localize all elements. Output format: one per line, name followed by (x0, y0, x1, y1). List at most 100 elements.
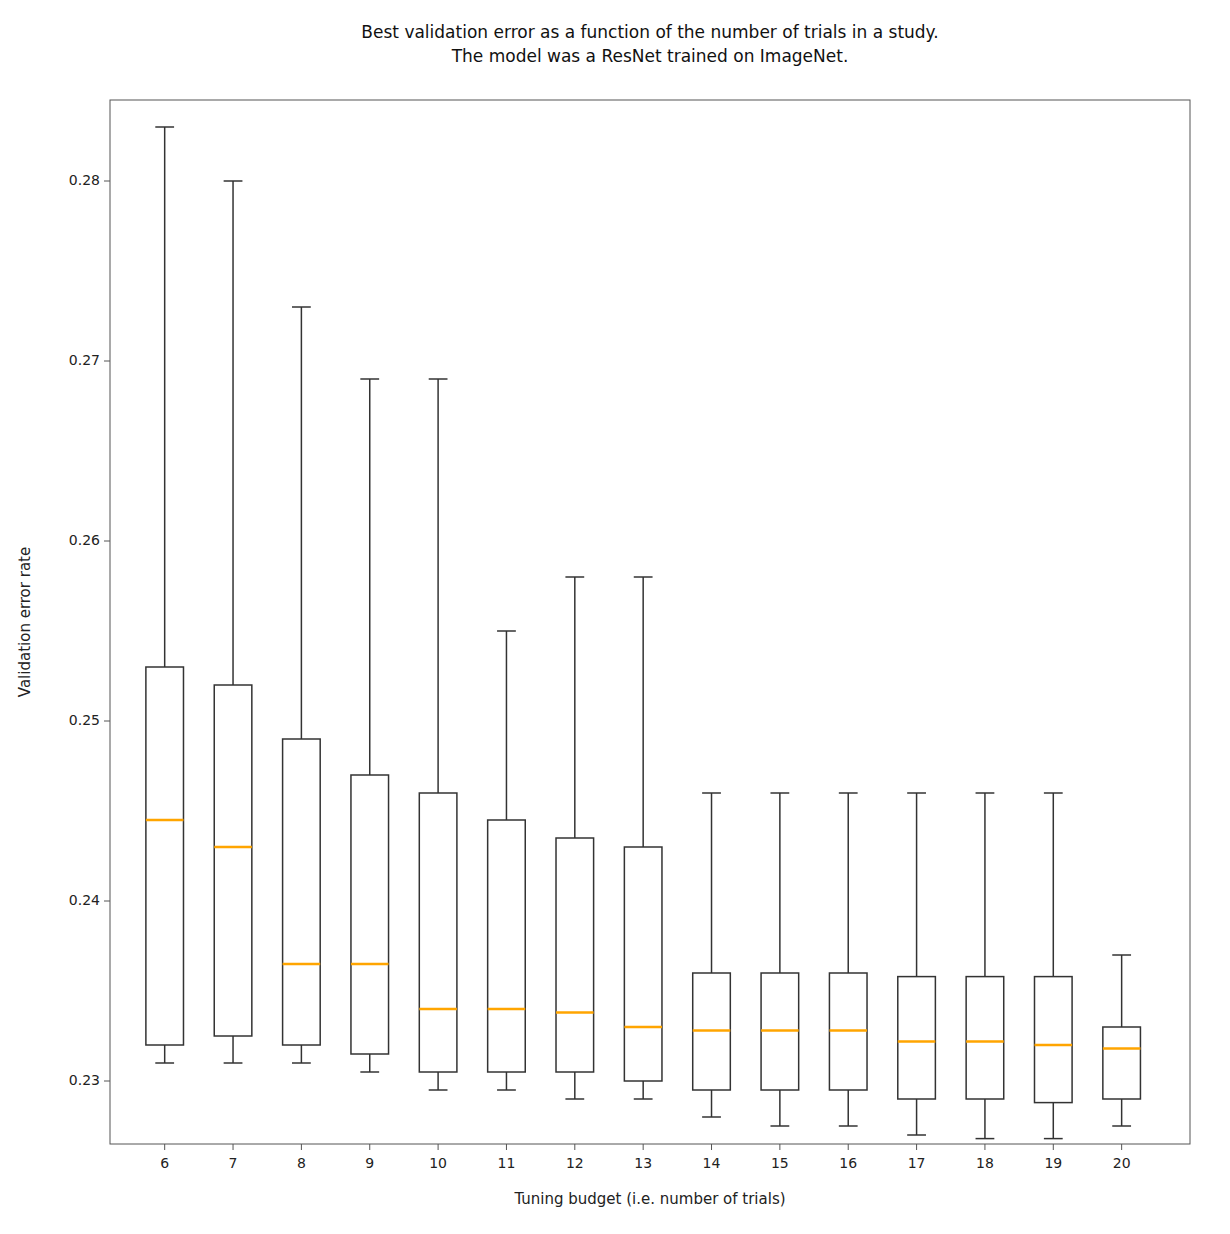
median (966, 1040, 1004, 1043)
x-tick-label: 15 (771, 1155, 789, 1171)
box (419, 793, 457, 1072)
whisker-low (847, 1090, 849, 1126)
cap-high (224, 180, 243, 182)
cap-low (155, 1062, 174, 1064)
x-tick-label: 11 (498, 1155, 516, 1171)
median (1034, 1044, 1072, 1047)
y-tick-label: 0.28 (69, 172, 100, 188)
cap-low (839, 1125, 858, 1127)
box-group (419, 379, 457, 1090)
whisker-high (847, 793, 849, 973)
cap-low (565, 1098, 584, 1100)
whisker-high (301, 307, 303, 739)
box (146, 667, 184, 1045)
whisker-low (642, 1081, 644, 1099)
whisker-high (1053, 793, 1055, 977)
x-tick (301, 1144, 302, 1150)
whisker-high (506, 631, 508, 820)
x-tick-label: 12 (566, 1155, 584, 1171)
x-tick-label: 13 (634, 1155, 652, 1171)
cap-high (360, 378, 379, 380)
cap-low (907, 1134, 926, 1136)
cap-low (770, 1125, 789, 1127)
median (829, 1029, 867, 1032)
cap-low (1044, 1138, 1063, 1140)
box-group (283, 307, 321, 1063)
whisker-low (916, 1099, 918, 1135)
x-tick-label: 20 (1113, 1155, 1131, 1171)
x-tick-label: 7 (229, 1155, 238, 1171)
whisker-high (232, 181, 234, 685)
x-tick (711, 1144, 712, 1150)
median (898, 1040, 936, 1043)
x-tick (369, 1144, 370, 1150)
y-tick (104, 721, 110, 722)
whisker-high (437, 379, 439, 793)
x-tick-label: 19 (1044, 1155, 1062, 1171)
whisker-high (574, 577, 576, 838)
box-group (829, 793, 867, 1126)
box (898, 977, 936, 1099)
y-tick (104, 361, 110, 362)
whisker-high (164, 127, 166, 667)
cap-high (702, 792, 721, 794)
title-line: Best validation error as a function of t… (361, 22, 938, 42)
cap-low (360, 1071, 379, 1073)
box-group (214, 181, 252, 1063)
box (556, 838, 594, 1072)
box-group (1103, 955, 1141, 1126)
x-tick (574, 1144, 575, 1150)
box-group (898, 793, 936, 1135)
box (624, 847, 662, 1081)
median (624, 1026, 662, 1029)
cap-high (976, 792, 995, 794)
cap-high (429, 378, 448, 380)
box-group (966, 793, 1004, 1139)
whisker-high (711, 793, 713, 973)
whisker-low (984, 1099, 986, 1139)
cap-low (429, 1089, 448, 1091)
whisker-high (916, 793, 918, 977)
whisker-high (1121, 955, 1123, 1027)
whisker-low (574, 1072, 576, 1099)
box (761, 973, 799, 1090)
cap-low (976, 1138, 995, 1140)
median (693, 1029, 731, 1032)
cap-high (907, 792, 926, 794)
whisker-low (1053, 1103, 1055, 1139)
y-tick (104, 1081, 110, 1082)
y-tick-label: 0.23 (69, 1072, 100, 1088)
whisker-low (779, 1090, 781, 1126)
median (419, 1008, 457, 1011)
whisker-low (437, 1072, 439, 1090)
whisker-high (779, 793, 781, 973)
cap-high (1112, 954, 1131, 956)
x-tick-label: 18 (976, 1155, 994, 1171)
plot-frame (110, 100, 1190, 1144)
x-tick (916, 1144, 917, 1150)
cap-low (702, 1116, 721, 1118)
x-tick (848, 1144, 849, 1150)
cap-high (155, 126, 174, 128)
box (693, 973, 731, 1090)
box (488, 820, 526, 1072)
whisker-low (506, 1072, 508, 1090)
title-line: The model was a ResNet trained on ImageN… (451, 46, 849, 66)
x-tick (779, 1144, 780, 1150)
cap-low (1112, 1125, 1131, 1127)
y-tick (104, 541, 110, 542)
x-tick (164, 1144, 165, 1150)
y-tick-label: 0.26 (69, 532, 100, 548)
y-tick-label: 0.25 (69, 712, 100, 728)
box-group (624, 577, 662, 1099)
whisker-low (164, 1045, 166, 1063)
whisker-high (984, 793, 986, 977)
x-tick (233, 1144, 234, 1150)
whisker-high (642, 577, 644, 847)
whisker-low (301, 1045, 303, 1063)
median (214, 846, 252, 849)
whisker-low (1121, 1099, 1123, 1126)
cap-low (497, 1089, 516, 1091)
x-tick-label: 16 (839, 1155, 857, 1171)
x-tick (643, 1144, 644, 1150)
